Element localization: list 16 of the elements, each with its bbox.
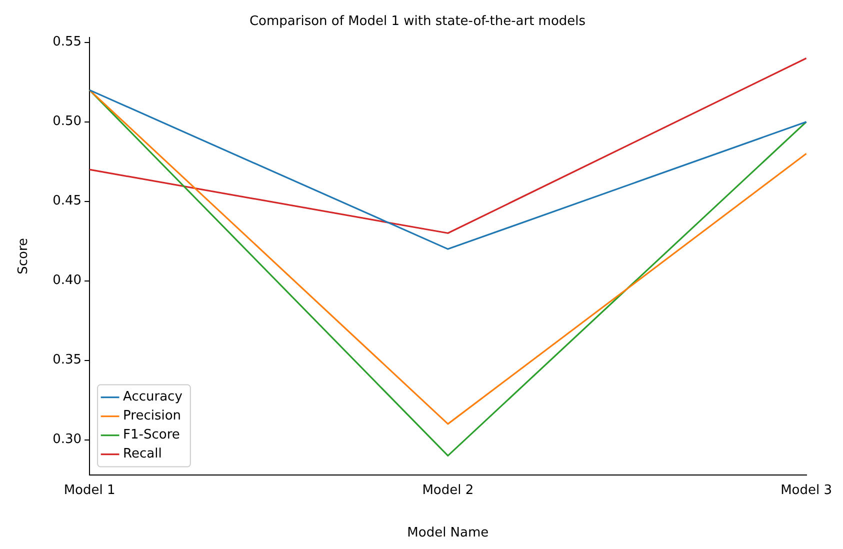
- chart-title: Comparison of Model 1 with state-of-the-art models: [249, 14, 586, 30]
- legend-label: Recall: [123, 446, 162, 462]
- y-tick-label: 0.45: [52, 194, 82, 209]
- x-tick-label: Model 1: [64, 482, 116, 498]
- x-tick-label: Model 3: [780, 482, 832, 498]
- y-tick-label: 0.55: [52, 34, 82, 50]
- legend-label: Precision: [123, 408, 182, 424]
- y-tick-label: 0.35: [52, 352, 82, 368]
- y-axis-title: Score: [16, 238, 32, 274]
- legend-label: F1-Score: [123, 428, 180, 443]
- legend-label: Accuracy: [123, 390, 183, 405]
- x-axis-title: Model Name: [407, 526, 489, 541]
- y-tick-label: 0.40: [52, 273, 82, 288]
- y-tick-label: 0.30: [52, 432, 82, 448]
- x-tick-label: Model 2: [422, 482, 474, 498]
- y-tick-label: 0.50: [52, 114, 82, 130]
